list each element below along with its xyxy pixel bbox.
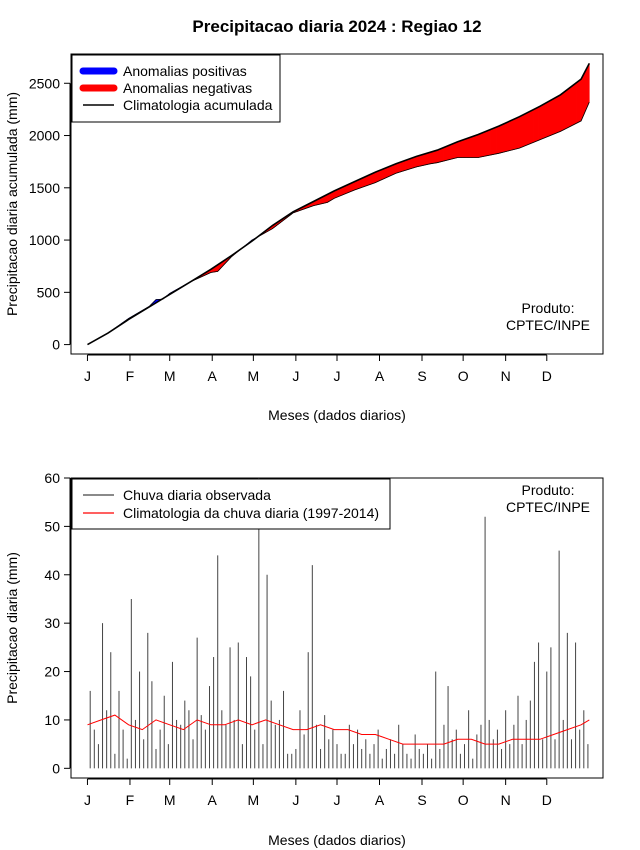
climatology-line-layer [87,63,591,346]
daily-y-tick-label: 0 [52,760,60,776]
accumulated-x-tick-label: S [417,368,426,384]
daily-chart: 0 10 20 30 40 50 60 J F M A M J J A S O N D Meses (dados … [4,470,604,848]
daily-annotation-line2: CPTEC/INPE [506,499,590,515]
daily-x-tick-label: M [164,792,176,808]
accumulated-y-axis: 0 500 1000 1500 2000 2500 [29,75,71,353]
page-title: Precipitacao diaria 2024 : Regiao 12 [192,17,481,36]
daily-climatology-line [87,714,590,745]
accumulated-y-axis-label: Precipitacao diaria acumulada (mm) [4,92,20,316]
accumulated-x-tick-label: N [501,368,511,384]
daily-x-tick-label: J [292,792,299,808]
accumulated-x-tick-label: A [208,368,218,384]
accumulated-x-tick-label: J [334,368,341,384]
accumulated-annotation-line2: CPTEC/INPE [506,317,590,333]
daily-x-tick-label: M [248,792,260,808]
daily-x-tick-label: F [126,792,135,808]
daily-x-tick-label: D [542,792,552,808]
legend-label-observed: Chuva diaria observada [123,487,271,503]
daily-annotation-line1: Produto: [522,482,575,498]
legend-label-climatology: Climatologia acumulada [123,97,273,113]
legend-label-negative: Anomalias negativas [123,80,252,96]
climatology-accumulated-line [87,63,591,346]
accumulated-y-tick-label: 1000 [29,232,60,248]
accumulated-x-tick-label: F [126,368,135,384]
daily-y-axis-label: Precipitacao diaria (mm) [4,552,20,704]
daily-y-tick-label: 10 [44,712,60,728]
daily-y-tick-label: 30 [44,615,60,631]
legend-label-daily-climatology: Climatologia da chuva diaria (1997-2014) [123,505,379,521]
negative-anomaly-segment [587,63,590,106]
accumulated-x-axis-label: Meses (dados diarios) [268,407,406,423]
accumulated-y-tick-label: 2500 [29,75,60,91]
daily-y-tick-label: 40 [44,567,60,583]
accumulated-y-tick-label: 0 [52,337,60,353]
daily-plot-frame [70,477,604,779]
daily-x-tick-label: O [458,792,469,808]
accumulated-y-tick-label: 500 [37,284,61,300]
accumulated-chart: 0 500 1000 1500 2000 2500 J F M A M J J A S O N D Meses … [4,53,604,423]
daily-y-tick-label: 20 [44,664,60,680]
daily-x-tick-label: A [375,792,385,808]
accumulated-y-tick-label: 2000 [29,128,60,144]
daily-x-axis-label: Meses (dados diarios) [268,832,406,848]
accumulated-annotation-line1: Produto: [522,300,575,316]
daily-y-tick-label: 60 [44,470,60,486]
accumulated-plot-frame [70,53,604,355]
daily-legend: Chuva diaria observada Climatologia da c… [71,478,391,530]
accumulated-x-tick-label: J [292,368,299,384]
daily-x-tick-label: A [208,792,218,808]
daily-y-axis: 0 10 20 30 40 50 60 [44,470,71,776]
accumulated-y-tick-label: 1500 [29,180,60,196]
daily-x-tick-label: N [501,792,511,808]
daily-bar-layer [89,478,589,769]
daily-x-tick-label: J [334,792,341,808]
accumulated-x-tick-label: M [164,368,176,384]
daily-legend-box [71,478,391,530]
daily-y-tick-label: 50 [44,518,60,534]
daily-x-tick-label: J [84,792,91,808]
accumulated-x-tick-label: M [248,368,260,384]
daily-x-tick-label: S [417,792,426,808]
accumulated-x-tick-label: J [84,368,91,384]
accumulated-x-tick-label: A [375,368,385,384]
accumulated-x-tick-label: O [458,368,469,384]
legend-label-positive: Anomalias positivas [123,63,247,79]
accumulated-x-tick-label: D [542,368,552,384]
accumulated-legend: Anomalias positivas Anomalias negativas … [71,54,281,123]
daily-climatology-layer [87,714,590,745]
